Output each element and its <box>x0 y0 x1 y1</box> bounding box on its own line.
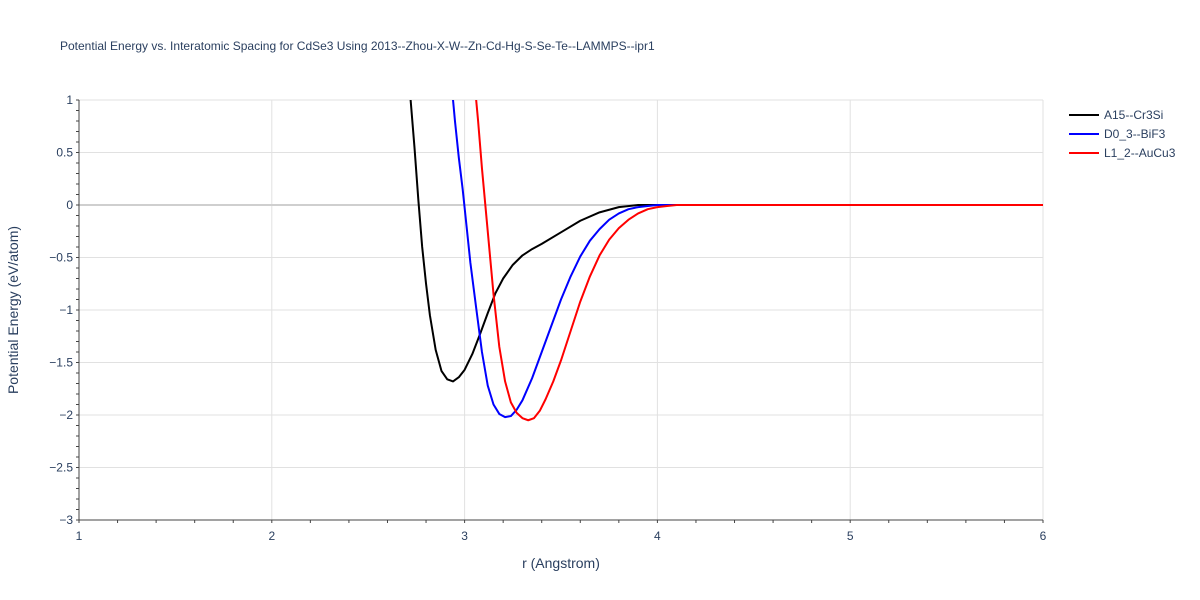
x-tick-label: 2 <box>268 529 275 543</box>
y-tick-label: −0.5 <box>49 251 73 265</box>
y-tick-label: 0 <box>66 198 73 212</box>
x-tick-label: 5 <box>847 529 854 543</box>
legend[interactable]: A15--Cr3Si D0_3--BiF3 L1_2--AuCu3 <box>1069 108 1176 160</box>
legend-item[interactable]: L1_2--AuCu3 <box>1069 146 1176 160</box>
y-tick-labels: 1 0.5 0 −0.5 −1 −1.5 −2 −2.5 −3 <box>49 93 73 527</box>
legend-item[interactable]: A15--Cr3Si <box>1069 108 1163 122</box>
series-line <box>409 100 1043 383</box>
legend-label: L1_2--AuCu3 <box>1104 146 1176 160</box>
x-tick-label: 4 <box>654 529 661 543</box>
y-axis-title: Potential Energy (eV/atom) <box>5 226 21 394</box>
y-tick-label: −1.5 <box>49 356 73 370</box>
y-tick-label: 1 <box>66 93 73 107</box>
legend-label: A15--Cr3Si <box>1104 108 1163 122</box>
series-line <box>452 100 1043 419</box>
legend-label: D0_3--BiF3 <box>1104 127 1166 141</box>
minor-ticks <box>76 99 1044 523</box>
legend-item[interactable]: D0_3--BiF3 <box>1069 127 1166 141</box>
y-gridlines <box>79 99 1043 521</box>
x-tick-labels: 1 2 3 4 5 6 <box>76 529 1047 543</box>
x-tick-label: 1 <box>76 529 83 543</box>
chart-title: Potential Energy vs. Interatomic Spacing… <box>60 39 655 53</box>
y-tick-label: −2 <box>59 408 73 422</box>
y-tick-label: −3 <box>59 513 73 527</box>
y-tick-label: −1 <box>59 303 73 317</box>
x-tick-label: 3 <box>461 529 468 543</box>
y-tick-label: −2.5 <box>49 461 73 475</box>
series-layer <box>409 100 1043 422</box>
x-axis-title: r (Angstrom) <box>522 555 600 571</box>
x-tick-label: 6 <box>1040 529 1047 543</box>
y-tick-label: 0.5 <box>56 146 73 160</box>
series-line <box>475 100 1043 422</box>
